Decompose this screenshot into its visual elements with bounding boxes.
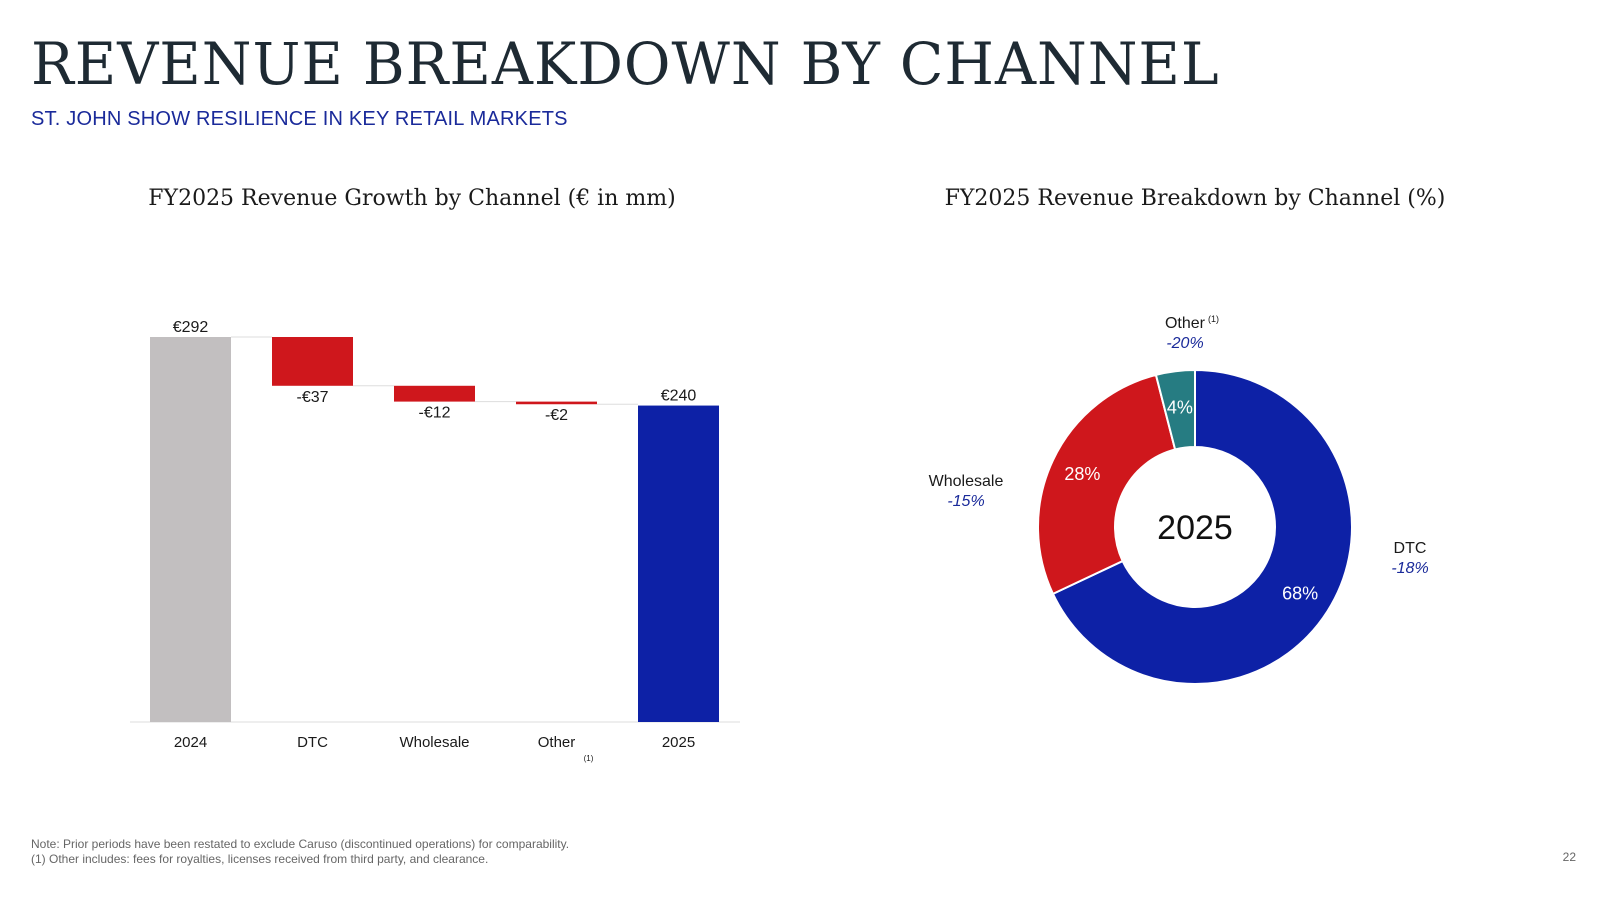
waterfall-category-label: DTC [297,734,328,751]
waterfall-bar-dtc [272,337,353,386]
page-title: REVENUE BREAKDOWN BY CHANNEL [31,30,1220,98]
donut-growth-label: -18% [1391,560,1428,577]
donut-growth-label: -20% [1166,335,1203,352]
waterfall-bar-other [516,401,597,405]
donut-category-footnote: (1) [1208,314,1219,324]
donut-chart-title: FY2025 Revenue Breakdown by Channel (%) [944,186,1446,211]
waterfall-bar-2025 [638,405,719,722]
waterfall-category-footnote: (1) [584,754,594,763]
donut-slice-dtc [1051,368,1353,685]
waterfall-value-label: -€12 [418,405,450,422]
waterfall-category-label: 2024 [174,734,207,751]
donut-slice-percent: 28% [1064,464,1100,484]
waterfall-value-label: -€2 [545,407,568,424]
footnotes: Note: Prior periods have been restated t… [31,837,569,867]
donut-category-label: Wholesale [929,473,1004,490]
page-number: 22 [1562,850,1576,864]
waterfall-bar-2024 [150,337,231,722]
waterfall-value-label: -€37 [296,389,328,406]
waterfall-category-label: Wholesale [399,734,469,751]
waterfall-category-label: Other [538,734,576,751]
donut-growth-label: -15% [947,493,984,510]
donut-slice-wholesale [1037,373,1177,596]
donut-category-label: Other [1165,315,1206,332]
waterfall-value-label: €292 [173,319,209,336]
donut-slice-percent: 68% [1282,584,1318,604]
waterfall-value-label: €240 [661,388,697,405]
note-restated: Note: Prior periods have been restated t… [31,837,570,851]
waterfall-category-label: 2025 [662,734,695,751]
donut-slice-other [1154,368,1196,451]
donut-slice-percent: 4% [1167,397,1193,417]
page-subtitle: ST. JOHN SHOW RESILIENCE IN KEY RETAIL M… [31,108,568,130]
note-other-definition: (1) Other includes: fees for royalties, … [31,852,489,866]
waterfall-bar-wholesale [394,385,475,402]
donut-center-label: 2025 [1157,509,1233,547]
waterfall-chart-title: FY2025 Revenue Growth by Channel (€ in m… [148,186,676,211]
donut-category-label: DTC [1394,540,1427,557]
